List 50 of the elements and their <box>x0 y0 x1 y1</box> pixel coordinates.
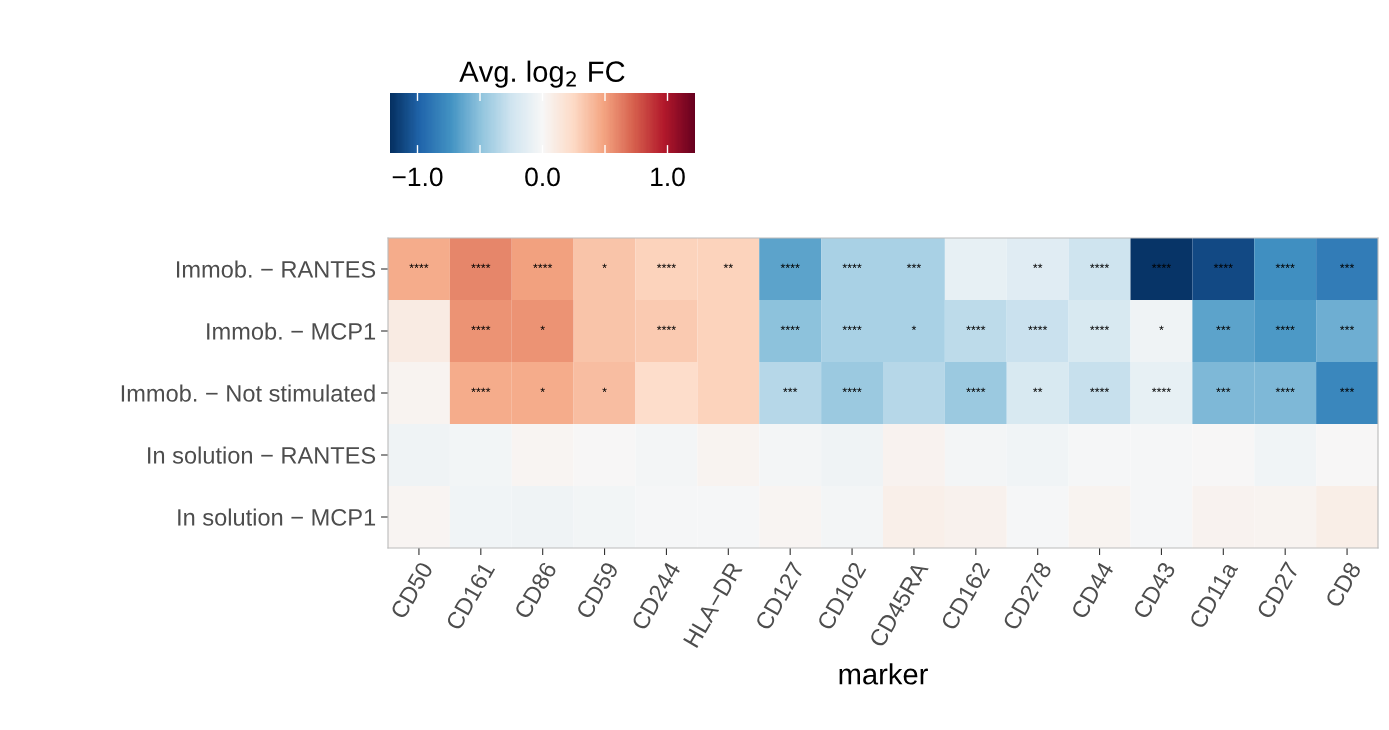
data-label: **** <box>471 263 491 269</box>
data-label: **** <box>471 325 491 331</box>
data-label: **** <box>656 325 676 331</box>
data-label: **** <box>533 263 553 269</box>
data-label: *** <box>1339 325 1355 331</box>
data-label: **** <box>1213 263 1233 269</box>
data-label: *** <box>783 387 798 393</box>
data-label: * <box>1159 325 1164 331</box>
data-label: *** <box>1339 387 1355 393</box>
color-bar-title: Avg. log$_{2}$ FC <box>459 60 625 88</box>
data-label: *** <box>1216 387 1231 393</box>
data-label: **** <box>1028 325 1048 331</box>
data-label: **** <box>1275 325 1295 331</box>
data-label: **** <box>1151 387 1171 393</box>
data-label: **** <box>966 325 986 331</box>
data-label: **** <box>471 387 491 393</box>
y-tick-label: In solution − MCP1 <box>178 508 376 526</box>
data-label: **** <box>1151 263 1171 269</box>
data-label: * <box>602 263 607 269</box>
y-tick-label: Immob. − Not stimulated <box>121 384 375 402</box>
data-label: **** <box>409 263 429 269</box>
data-label: * <box>602 387 607 393</box>
data-label: **** <box>966 387 986 393</box>
data-label: *** <box>906 263 922 269</box>
data-label: **** <box>780 263 800 269</box>
data-label: * <box>540 325 545 331</box>
data-label: **** <box>1275 263 1295 269</box>
data-label: *** <box>1216 325 1231 331</box>
data-label: *** <box>1339 263 1355 269</box>
data-label: ** <box>723 263 733 269</box>
data-label: **** <box>656 263 676 269</box>
y-tick-label: Immob. − RANTES <box>176 260 376 278</box>
data-label: ** <box>1033 387 1043 393</box>
data-label: * <box>540 387 545 393</box>
data-label: **** <box>780 325 800 331</box>
data-label: **** <box>1090 325 1110 331</box>
data-label: ** <box>1033 263 1043 269</box>
color-bar-label: 1.0 <box>651 167 685 187</box>
data-label: * <box>911 325 917 331</box>
x-axis-title: marker <box>839 663 928 685</box>
color-bar-label: −1.0 <box>392 167 443 187</box>
data-label: **** <box>1275 387 1295 393</box>
data-label: **** <box>842 325 862 331</box>
data-label: **** <box>842 263 862 269</box>
color-bar-label: 0.0 <box>525 167 560 187</box>
y-tick-label: Immob. − MCP1 <box>207 322 376 340</box>
data-label: **** <box>842 387 862 393</box>
data-label: **** <box>1090 387 1110 393</box>
y-tick-label: In solution − RANTES <box>148 446 376 464</box>
data-label: **** <box>1090 263 1110 269</box>
